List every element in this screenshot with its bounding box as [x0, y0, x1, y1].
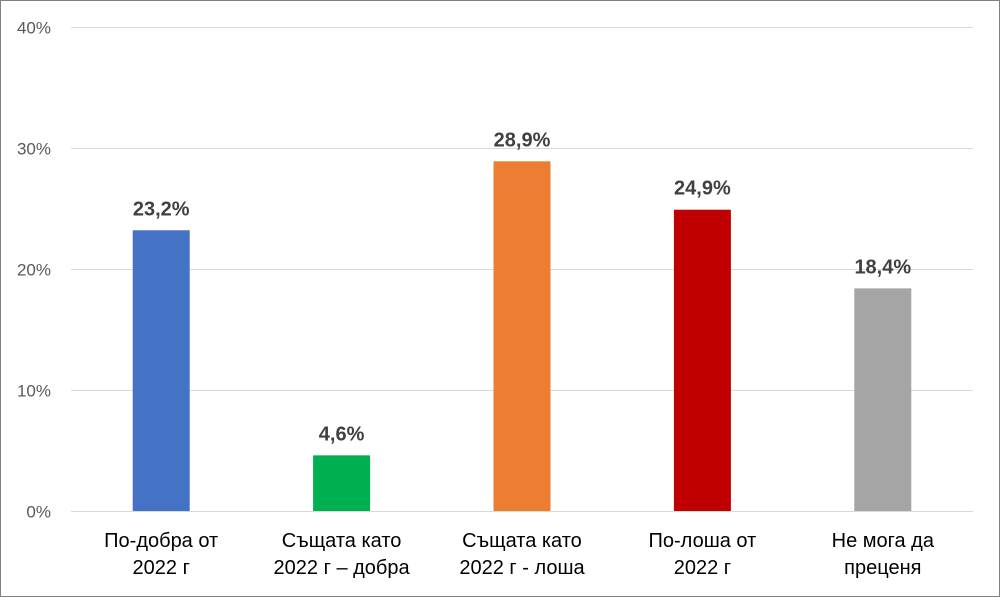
category-label: 2022 г — [674, 557, 731, 579]
bar — [854, 288, 912, 511]
category-label: 2022 г – добра — [274, 557, 411, 579]
y-tick-label: 20% — [17, 261, 51, 280]
category-labels: По-добра от 2022 г Същата като 2022 г – доб… — [104, 530, 935, 579]
bar — [673, 209, 731, 511]
data-label: 24,9% — [674, 178, 731, 200]
data-label: 23,2% — [133, 198, 190, 220]
category-label: 2022 г — [133, 557, 190, 579]
y-axis-ticks: 0% 10% 20% 30% 40% — [17, 19, 51, 522]
data-label: 4,6% — [319, 423, 365, 445]
category-label: преценя — [844, 557, 921, 579]
data-labels: 23,2% 4,6% 28,9% 24,9% 18,4% — [133, 129, 912, 445]
category-label: Не мога да — [832, 530, 935, 552]
bar — [132, 230, 190, 511]
y-tick-label: 0% — [26, 503, 51, 522]
bar — [313, 455, 371, 511]
category-label: Същата като — [282, 530, 402, 552]
y-tick-label: 30% — [17, 140, 51, 159]
category-label: 2022 г - лоша — [459, 557, 585, 579]
y-tick-label: 10% — [17, 382, 51, 401]
bar — [493, 161, 551, 511]
category-label: Същата като — [462, 530, 582, 552]
data-label: 18,4% — [854, 256, 911, 278]
data-label: 28,9% — [494, 129, 551, 151]
y-tick-label: 40% — [17, 19, 51, 38]
bars — [132, 161, 912, 511]
category-label: По-лоша от — [649, 530, 757, 552]
category-label: По-добра от — [104, 530, 218, 552]
